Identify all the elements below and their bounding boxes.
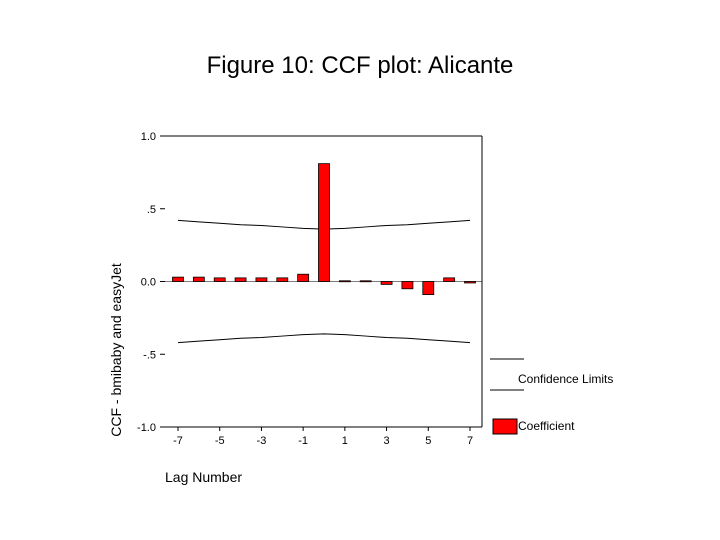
y-axis-title: CCF - bmibaby and easyJet xyxy=(108,263,124,437)
coefficient-bar xyxy=(255,277,268,282)
x-tick-label: -3 xyxy=(257,435,267,447)
y-tick-label: -1.0 xyxy=(137,422,156,434)
page-title: Figure 10: CCF plot: Alicante xyxy=(206,52,514,79)
x-tick-label: 7 xyxy=(467,435,473,447)
coefficient-bar xyxy=(318,163,330,282)
y-tick-label: .5 xyxy=(147,204,156,216)
coefficient-bar xyxy=(172,276,184,282)
coefficient-bar xyxy=(443,277,456,282)
coefficient-bar xyxy=(297,273,310,282)
coefficient-bar xyxy=(380,281,393,285)
legend-coefficient-label: Coefficient xyxy=(518,419,575,433)
coefficient-bar xyxy=(192,276,205,282)
coefficient-bars xyxy=(160,163,482,295)
x-tick-label: 1 xyxy=(342,435,348,447)
x-tick-label: 3 xyxy=(384,435,390,447)
x-tick-label: 5 xyxy=(425,435,431,447)
x-tick-label: -7 xyxy=(173,435,183,447)
lower-confidence-limit-line xyxy=(177,333,471,344)
x-tick-label: -5 xyxy=(215,435,225,447)
coefficient-bar xyxy=(234,277,247,282)
y-tick-label: 1.0 xyxy=(141,131,156,143)
y-tick-label: -.5 xyxy=(143,349,156,361)
legend: Confidence Limits Coefficient xyxy=(490,358,613,435)
coefficient-bar xyxy=(338,280,351,283)
coefficient-bar xyxy=(359,280,372,283)
legend-limits-label: Confidence Limits xyxy=(518,372,613,386)
x-tick-label: -1 xyxy=(298,435,308,447)
coefficient-bar xyxy=(464,281,476,284)
y-axis: 1.0 .5 0.0 -.5 -1.0 xyxy=(137,131,165,434)
y-tick-label: 0.0 xyxy=(141,277,156,289)
x-axis-title: Lag Number xyxy=(165,469,242,485)
legend-coefficient-swatch xyxy=(492,418,518,435)
coefficient-bar xyxy=(213,277,226,282)
coefficient-bar xyxy=(276,277,289,282)
x-axis: -7 -5 -3 -1 1 3 5 7 xyxy=(173,427,473,447)
coefficient-bar xyxy=(422,281,435,295)
coefficient-bar xyxy=(401,281,414,290)
